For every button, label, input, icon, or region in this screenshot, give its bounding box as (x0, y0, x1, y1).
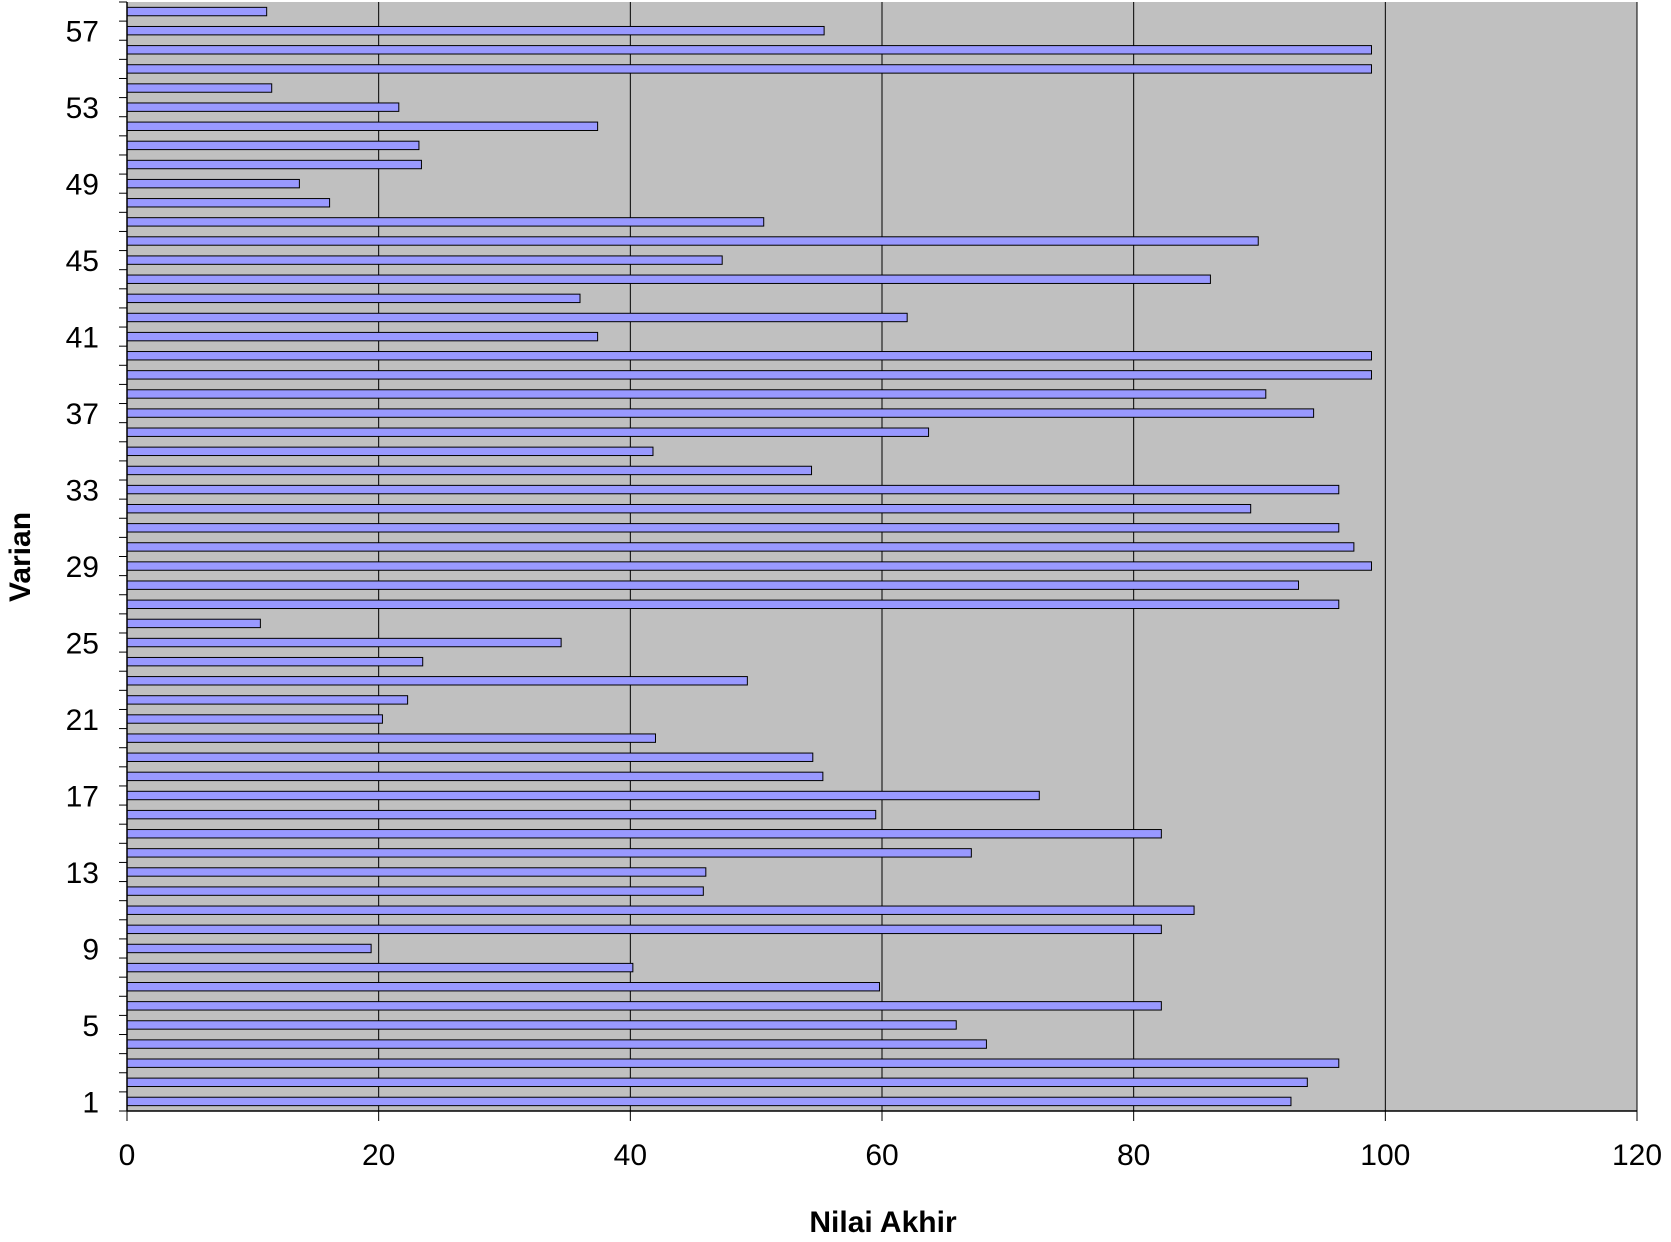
bar (126, 1096, 1292, 1107)
bar (126, 1058, 1340, 1068)
bar (126, 484, 1340, 495)
y-tick-label: 33 (66, 475, 99, 508)
bar (126, 274, 1211, 284)
bar (126, 121, 599, 131)
bar (126, 255, 723, 265)
bar (126, 523, 1340, 533)
bar (126, 714, 383, 724)
y-tick-label: 17 (66, 781, 99, 814)
x-tick-label: 120 (1612, 1139, 1662, 1172)
bar (126, 503, 1252, 514)
x-tick-label: 80 (1117, 1139, 1150, 1172)
bar (126, 962, 634, 973)
bar (126, 771, 824, 782)
bar (126, 599, 1340, 610)
bar (126, 217, 765, 227)
bar (126, 867, 707, 877)
x-tick-label: 100 (1360, 1139, 1410, 1172)
bar (126, 408, 1315, 418)
y-tick-label: 49 (66, 169, 99, 202)
bar (126, 312, 908, 323)
bar (126, 427, 930, 437)
x-axis-title: Nilai Akhir (809, 1206, 957, 1239)
bar (126, 943, 372, 954)
y-tick-label: 29 (66, 551, 99, 584)
bar (126, 982, 880, 992)
bar (126, 6, 268, 17)
bar (126, 790, 1040, 801)
bar (126, 293, 581, 304)
bar (126, 829, 1162, 839)
y-tick-label: 41 (66, 322, 99, 355)
bar (126, 886, 704, 896)
bar (126, 561, 1372, 571)
y-tick-label: 9 (82, 933, 99, 966)
bar (126, 198, 331, 208)
bar (126, 752, 814, 762)
x-tick-label: 20 (362, 1139, 395, 1172)
bar (126, 465, 813, 476)
y-tick-label: 5 (82, 1010, 99, 1043)
bar (126, 1001, 1162, 1011)
x-tick-label: 0 (119, 1139, 136, 1172)
bar (126, 848, 972, 858)
x-tick-labels: 0 20 40 60 80 100 120 (119, 1139, 1662, 1172)
bar (126, 159, 422, 170)
bar (126, 446, 654, 457)
bar (126, 618, 261, 629)
y-tick-label: 37 (66, 398, 99, 431)
y-tick-label: 25 (66, 628, 99, 661)
bar (126, 331, 599, 342)
bar (126, 351, 1372, 361)
bar (126, 370, 1372, 380)
y-tick-label: 13 (66, 857, 99, 890)
bar (126, 140, 420, 151)
bar (126, 1039, 987, 1049)
bar (126, 542, 1355, 552)
bar (126, 83, 273, 93)
y-tick-label: 57 (66, 16, 99, 49)
bar (126, 389, 1267, 399)
bar (126, 905, 1195, 915)
bar (126, 178, 300, 189)
y-tick-label: 21 (66, 704, 99, 737)
bar (126, 733, 656, 743)
bar (126, 102, 400, 112)
bar (126, 64, 1372, 74)
bar (126, 580, 1300, 590)
bar (126, 45, 1372, 55)
bar (126, 656, 424, 667)
bar (126, 1020, 957, 1030)
bar (126, 809, 877, 820)
bar (126, 676, 748, 686)
y-tick-label: 53 (66, 92, 99, 125)
y-tick-label: 45 (66, 245, 99, 278)
x-tick-label: 60 (865, 1139, 898, 1172)
y-tick-labels: 1 5 9 13 17 21 25 29 33 37 41 45 49 53 57 (66, 16, 99, 1120)
axes (119, 1, 1638, 1121)
bar (126, 236, 1259, 246)
bar (126, 25, 825, 36)
bar (126, 695, 409, 705)
bar (126, 637, 562, 648)
bar (126, 1077, 1308, 1088)
y-tick-label: 1 (82, 1086, 99, 1119)
y-axis-title: Varian (4, 512, 37, 602)
x-tick-label: 40 (614, 1139, 647, 1172)
bar (126, 924, 1162, 935)
